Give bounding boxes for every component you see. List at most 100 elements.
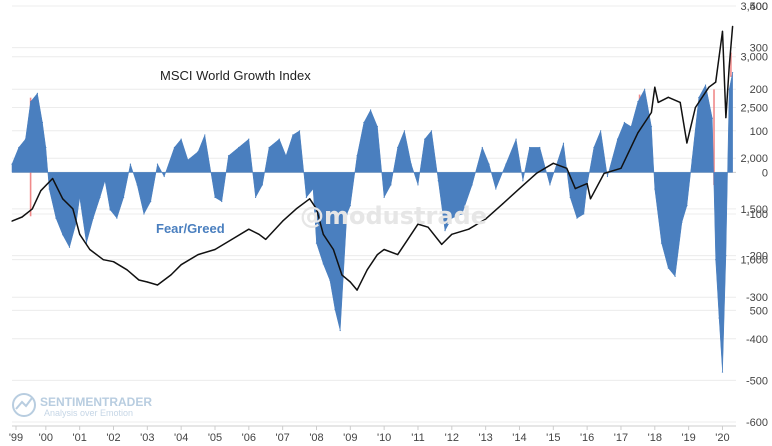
fear-greed-point-50 bbox=[346, 213, 348, 215]
y-tick-bottom-6: -200 bbox=[746, 251, 768, 263]
price-point-53 bbox=[637, 132, 639, 134]
fear-greed-area bbox=[11, 71, 734, 373]
price-point-58 bbox=[679, 101, 681, 103]
price-point-42 bbox=[485, 218, 487, 220]
fear-greed-point-0 bbox=[11, 163, 13, 165]
fear-greed-point-81 bbox=[576, 217, 578, 219]
fear-greed-point-93 bbox=[654, 188, 656, 190]
price-point-55 bbox=[654, 86, 656, 88]
price-point-20 bbox=[248, 228, 250, 230]
fear-greed-point-105 bbox=[721, 371, 724, 373]
price-point-14 bbox=[156, 284, 159, 286]
price-point-33 bbox=[376, 253, 378, 256]
fear-greed-point-67 bbox=[461, 213, 463, 215]
fear-greed-point-84 bbox=[593, 146, 595, 149]
fear-greed-point-4 bbox=[36, 92, 38, 94]
price-point-27 bbox=[322, 233, 324, 235]
price-point-26 bbox=[315, 208, 318, 210]
fear-greed-point-15 bbox=[99, 196, 101, 198]
fear-greed-point-102 bbox=[711, 117, 713, 119]
price-point-61 bbox=[708, 86, 710, 88]
price-point-25 bbox=[309, 198, 311, 200]
fear-greed-point-59 bbox=[403, 130, 406, 132]
fear-greed-point-60 bbox=[410, 163, 412, 165]
price-point-9 bbox=[102, 259, 104, 261]
fear-greed-point-37 bbox=[261, 184, 263, 186]
fear-greed-point-66 bbox=[451, 217, 453, 219]
x-tick-14: '13 bbox=[478, 432, 492, 444]
price-point-67 bbox=[732, 25, 734, 27]
fear-greed-point-92 bbox=[650, 126, 653, 128]
price-point-21 bbox=[258, 233, 260, 235]
fear-greed-point-53 bbox=[363, 121, 365, 124]
fear-greed-point-101 bbox=[704, 84, 707, 86]
fear-greed-point-26 bbox=[173, 146, 175, 149]
x-tick-10: '09 bbox=[343, 432, 357, 444]
price-point-17 bbox=[197, 253, 199, 256]
fear-greed-point-98 bbox=[686, 205, 688, 207]
fear-greed-point-1 bbox=[18, 146, 20, 149]
fear-greed-point-62 bbox=[424, 138, 426, 140]
fear-greed-point-107 bbox=[728, 88, 730, 90]
fear-greed-point-57 bbox=[390, 184, 392, 186]
price-point-6 bbox=[72, 208, 74, 210]
fear-greed-point-29 bbox=[197, 151, 199, 153]
x-tick-11: '10 bbox=[377, 432, 391, 444]
price-point-39 bbox=[441, 243, 443, 246]
price-point-52 bbox=[620, 167, 622, 169]
price-point-5 bbox=[62, 198, 64, 200]
price-point-51 bbox=[603, 172, 605, 175]
price-point-43 bbox=[501, 203, 504, 205]
y-tick-bottom-8: -400 bbox=[746, 334, 768, 346]
x-tick-5: '04 bbox=[174, 432, 188, 444]
price-point-41 bbox=[468, 228, 470, 230]
price-series-label: MSCI World Growth Index bbox=[160, 68, 311, 83]
fear-greed-point-24 bbox=[156, 163, 159, 165]
fear-greed-point-18 bbox=[116, 217, 118, 219]
price-point-1 bbox=[21, 216, 23, 218]
y-tick-bottom-2: 200 bbox=[750, 84, 768, 96]
fear-greed-point-51 bbox=[349, 205, 351, 207]
x-axis-ticks: '99 '00 '01 '02 '03 '04 '05 '06 '07 '08 '09 '10 '11 '… bbox=[9, 425, 736, 444]
price-point-28 bbox=[332, 248, 335, 251]
price-point-54 bbox=[650, 111, 653, 114]
fear-greed-point-38 bbox=[268, 146, 270, 149]
price-point-11 bbox=[126, 269, 128, 271]
fear-greed-point-28 bbox=[187, 159, 189, 161]
fear-greed-label: Fear/Greed bbox=[156, 221, 225, 236]
price-point-3 bbox=[40, 190, 42, 192]
price-point-34 bbox=[383, 248, 385, 251]
fear-greed-point-36 bbox=[254, 196, 257, 198]
fear-greed-point-52 bbox=[356, 155, 358, 157]
y-tick-bottom-10: -600 bbox=[746, 417, 768, 429]
price-point-7 bbox=[79, 233, 81, 235]
fear-greed-point-88 bbox=[623, 121, 625, 124]
price-point-23 bbox=[282, 220, 284, 222]
x-tick-6: '05 bbox=[208, 432, 222, 444]
price-point-30 bbox=[349, 281, 351, 283]
price-point-22 bbox=[265, 238, 267, 240]
fear-greed-point-41 bbox=[292, 134, 294, 136]
price-point-0 bbox=[11, 220, 13, 222]
fear-greed-point-12 bbox=[79, 196, 81, 198]
fear-greed-point-47 bbox=[329, 279, 331, 282]
y-tick-bottom-3: 100 bbox=[750, 126, 768, 138]
price-point-35 bbox=[397, 253, 399, 256]
fear-greed-point-74 bbox=[522, 180, 524, 182]
price-point-65 bbox=[725, 117, 727, 119]
x-tick-19: '18 bbox=[648, 432, 662, 444]
y-tick-bottom-7: -300 bbox=[746, 292, 768, 304]
fear-greed-point-69 bbox=[481, 146, 483, 149]
price-point-45 bbox=[535, 172, 537, 175]
fear-greed-point-32 bbox=[221, 200, 223, 203]
fear-greed-point-20 bbox=[129, 163, 132, 165]
fear-greed-point-9 bbox=[62, 234, 64, 236]
price-point-44 bbox=[518, 188, 521, 190]
fear-greed-point-10 bbox=[68, 246, 71, 248]
fear-greed-point-58 bbox=[397, 146, 399, 149]
price-point-64 bbox=[721, 30, 724, 32]
fear-greed-point-39 bbox=[278, 138, 280, 140]
fear-greed-point-6 bbox=[45, 146, 47, 149]
price-point-40 bbox=[451, 233, 453, 235]
